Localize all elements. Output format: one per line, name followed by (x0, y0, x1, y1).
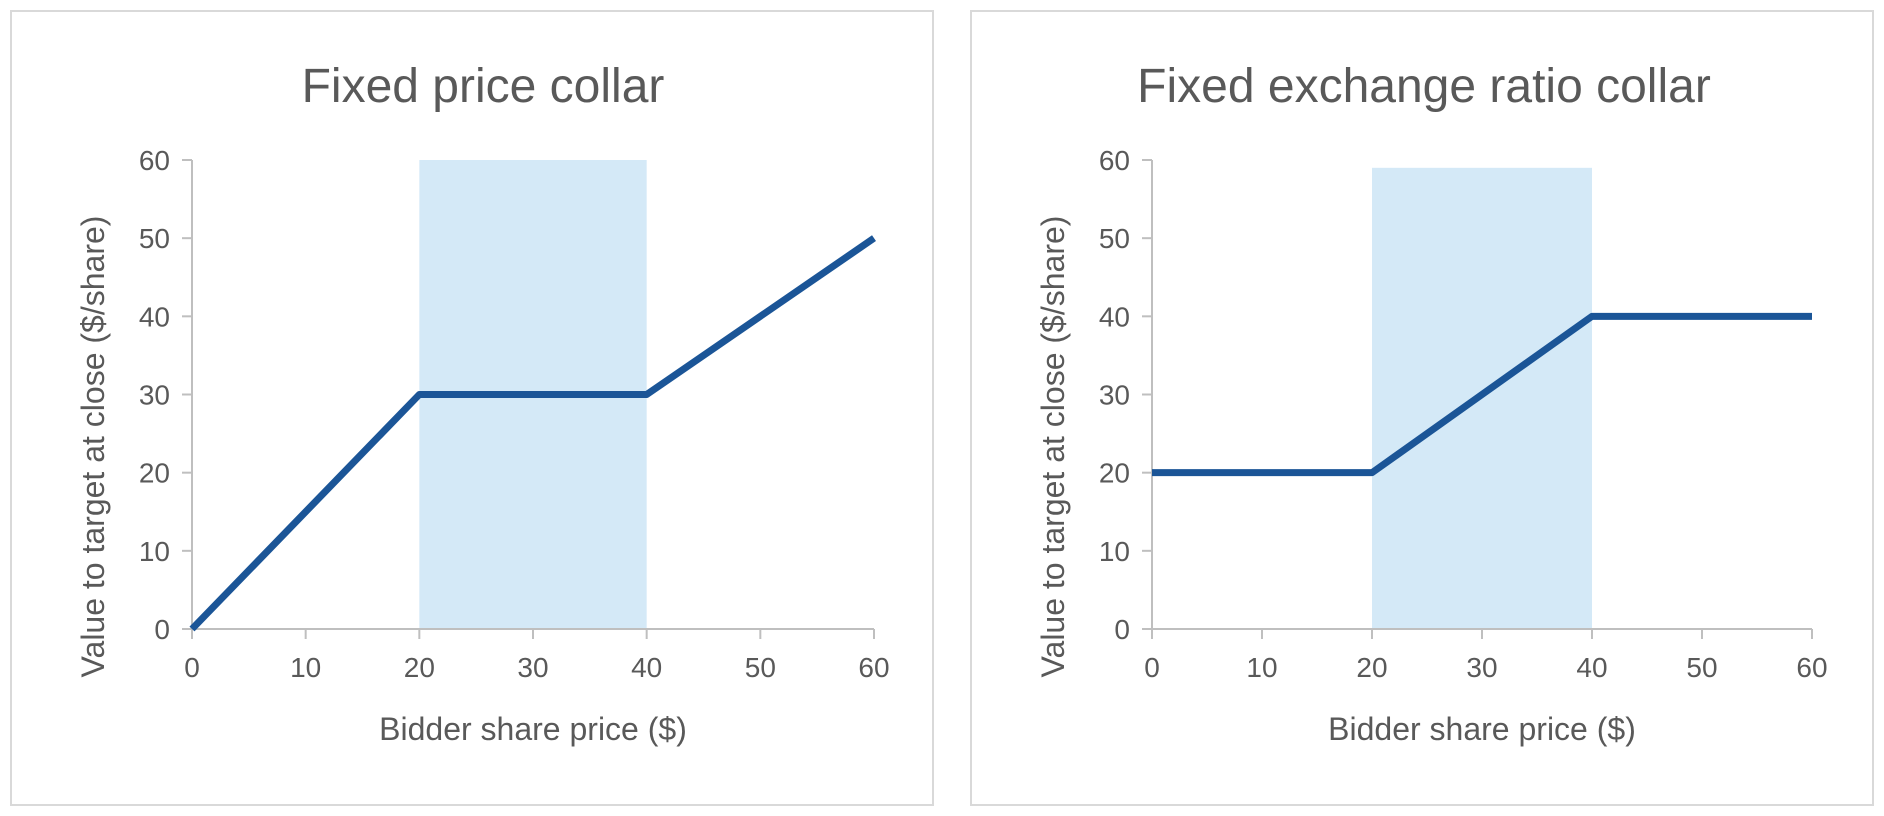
x-tick-label: 60 (1796, 652, 1827, 683)
y-tick-label: 10 (139, 536, 170, 567)
x-tick-label: 50 (745, 652, 776, 683)
x-tick-label: 0 (184, 652, 200, 683)
x-tick-label: 20 (404, 652, 435, 683)
chart-fixed-price-collar: 0 10 20 30 40 50 60 0 10 20 30 40 50 60 Fixed price co… (75, 60, 890, 747)
x-tick-label: 40 (1576, 652, 1607, 683)
series-line (1152, 312, 1812, 477)
y-tick-label: 30 (139, 380, 170, 411)
chart-title: Fixed exchange ratio collar (1137, 60, 1711, 113)
x-tick-label: 30 (1466, 652, 1497, 683)
x-tick-label: 0 (1144, 652, 1160, 683)
series-line (189, 235, 876, 632)
y-tick-label: 40 (139, 301, 170, 332)
y-tick-label: 60 (139, 145, 170, 176)
y-axis-label: Value to target at close ($/share) (1035, 216, 1071, 678)
y-tick-label: 30 (1099, 380, 1130, 411)
x-axis-label: Bidder share price ($) (379, 711, 687, 747)
y-tick-label: 60 (1099, 145, 1130, 176)
y-tick-label: 0 (1114, 614, 1130, 645)
x-tick-label: 20 (1356, 652, 1387, 683)
y-tick-label: 0 (154, 614, 170, 645)
y-tick-label: 50 (139, 223, 170, 254)
x-tick-label: 10 (1246, 652, 1277, 683)
y-tick-label: 10 (1099, 536, 1130, 567)
x-tick-label: 50 (1686, 652, 1717, 683)
y-tick-label: 40 (1099, 301, 1130, 332)
x-tick-label: 30 (517, 652, 548, 683)
chart-panel-fixed-price: 0 10 20 30 40 50 60 0 10 20 30 40 50 60 Fixed price co… (10, 10, 934, 806)
y-tick-label: 20 (139, 458, 170, 489)
y-tick-label: 50 (1099, 223, 1130, 254)
x-axis-label: Bidder share price ($) (1328, 711, 1636, 747)
x-tick-label: 40 (631, 652, 662, 683)
chart-title: Fixed price collar (302, 60, 665, 113)
y-tick-label: 20 (1099, 458, 1130, 489)
x-tick-label: 10 (290, 652, 321, 683)
chart-panel-fixed-exchange-ratio: 0 10 20 30 40 50 60 0 10 20 30 40 50 60 Fixed exchange… (970, 10, 1874, 806)
chart-fixed-exchange-ratio-collar: 0 10 20 30 40 50 60 0 10 20 30 40 50 60 Fixed exchange… (1035, 60, 1828, 747)
x-tick-label: 60 (858, 652, 889, 683)
y-axis-label: Value to target at close ($/share) (75, 216, 111, 678)
